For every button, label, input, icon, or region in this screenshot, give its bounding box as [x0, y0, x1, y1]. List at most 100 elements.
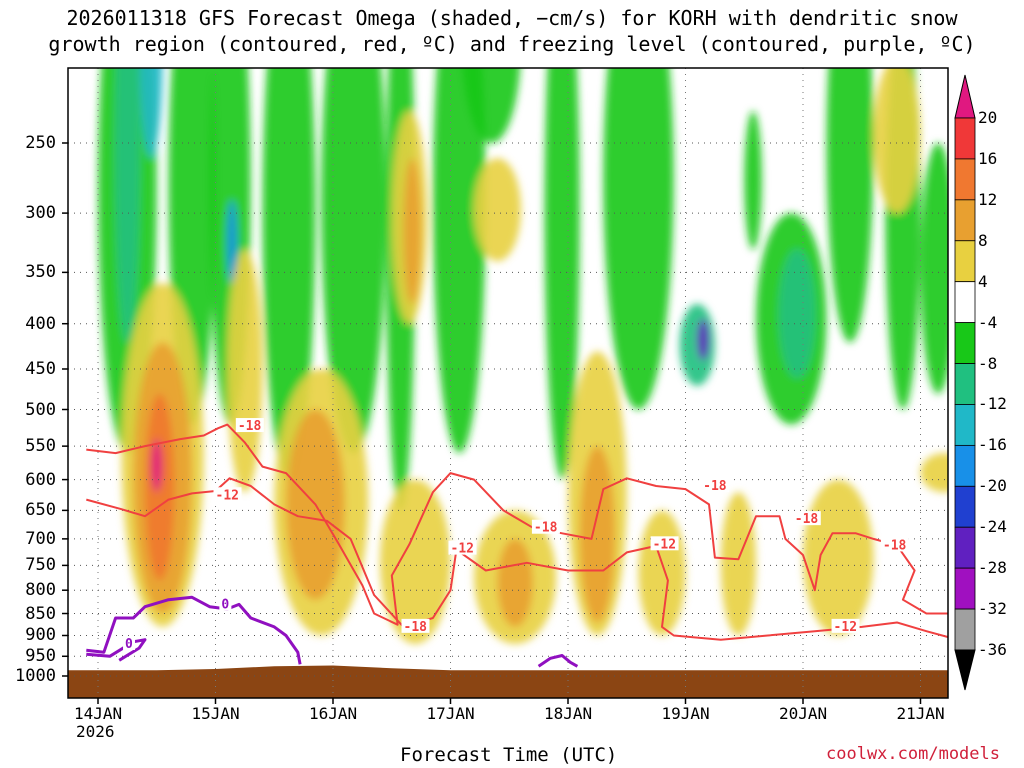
- x-tick-label: 19JAN: [661, 704, 710, 723]
- colorbar-bin: [954, 567, 976, 610]
- x-tick-label: 15JAN: [191, 704, 240, 723]
- colorbar-tick-label: 4: [978, 271, 988, 291]
- omega-blob: [920, 453, 948, 493]
- omega-blob: [463, 68, 521, 143]
- ground-fill: [68, 665, 948, 698]
- omega-blob: [679, 303, 715, 386]
- omega-blob: [697, 318, 709, 361]
- contour-label-bg: [650, 536, 679, 551]
- colorbar-tick-label: -20: [978, 476, 1007, 496]
- x-tick-label: 17JAN: [426, 704, 475, 723]
- omega-field: [98, 0, 948, 644]
- omega-blob: [803, 479, 874, 636]
- colorbar-tick-label: 20: [978, 108, 998, 127]
- omega-blob: [380, 479, 451, 644]
- contour-label-bg: [401, 618, 430, 633]
- freezing-contour-0-b: [537, 654, 579, 668]
- contour-label: -18: [883, 538, 907, 553]
- contour-label-bg: [213, 487, 242, 502]
- colorbar-tick-label: 16: [978, 148, 998, 168]
- y-tick-label: 750: [25, 555, 56, 576]
- contour-label-bg: [531, 519, 560, 534]
- contour-label: -12: [834, 620, 857, 635]
- ground-surface: [68, 665, 948, 698]
- colorbar-bin: [954, 485, 976, 528]
- y-tick-label: 400: [25, 313, 56, 334]
- y-tick-label: 1000: [15, 666, 56, 686]
- contour-label: -18: [795, 512, 819, 527]
- contour-label-bg: [448, 540, 477, 555]
- dgz-contour-minus18: [86, 423, 948, 626]
- omega-blob: [150, 439, 163, 493]
- omega-blob: [403, 158, 422, 304]
- omega-shading: [98, 0, 948, 644]
- omega-blob: [873, 68, 921, 214]
- colorbar-tick-label: 8: [978, 230, 988, 250]
- omega-blob: [779, 249, 815, 378]
- colorbar-bin: [954, 608, 976, 651]
- y-tick-label: 650: [25, 500, 56, 521]
- x-tick-label: 18JAN: [544, 704, 593, 723]
- omega-blob: [579, 446, 615, 623]
- contour-label: -18: [238, 419, 262, 434]
- x-tick-label: 16JAN: [309, 704, 358, 723]
- y-tick-label: 350: [25, 262, 56, 283]
- contour-label-bg: [701, 477, 730, 492]
- colorbar-bin: [954, 240, 976, 283]
- omega-blob: [262, 68, 316, 480]
- y-tick-label: 600: [25, 469, 56, 490]
- omega-blob: [497, 538, 533, 627]
- contour-label: -18: [404, 620, 428, 635]
- colorbar-tick-label: -24: [978, 517, 1007, 537]
- colorbar-bottom-arrow: [954, 649, 976, 691]
- colorbar-tick-label: -8: [978, 353, 998, 373]
- omega-blob: [544, 68, 580, 480]
- y-tick-label: 300: [25, 203, 56, 224]
- colorbar-tick-label: 12: [978, 189, 998, 209]
- omega-blob: [139, 68, 163, 159]
- contour-label-bg: [123, 635, 136, 650]
- colorbar-bin: [954, 117, 976, 160]
- y-tick-label: 250: [25, 133, 56, 153]
- omega-blob: [474, 158, 521, 262]
- omega-blob: [115, 68, 140, 343]
- contour-label: 0: [221, 597, 229, 612]
- colorbar-bin: [954, 322, 976, 364]
- y-tick-label: 450: [25, 358, 56, 379]
- y-tick-label: 500: [25, 399, 56, 420]
- contour-label-bg: [219, 596, 232, 611]
- freezing-contour-0-c: [86, 638, 147, 662]
- x-axis-label: Forecast Time (UTC): [400, 744, 618, 766]
- omega-blob: [720, 492, 756, 636]
- chart-title-line-1: 2026011318 GFS Forecast Omega (shaded, −…: [66, 6, 958, 30]
- colorbar-bin: [954, 526, 976, 569]
- contour-labels: -18 -12 -18 -12 -18 -12 -18 -18 -18 -12 0 0: [123, 418, 909, 652]
- dgz-contour-minus12: [86, 477, 948, 641]
- omega-blob: [227, 200, 237, 284]
- omega-blob: [321, 68, 386, 453]
- y-tick-label: 800: [25, 580, 56, 601]
- colorbar-tick-label: -4: [978, 312, 998, 332]
- credit-link[interactable]: coolwx.com/models: [826, 744, 1000, 764]
- contour-label: -12: [653, 537, 676, 552]
- y-tick-label: 850: [25, 603, 56, 624]
- omega-blob: [568, 0, 586, 57]
- contour-label: -18: [703, 479, 727, 494]
- colorbar-tick-label: -32: [978, 599, 1007, 619]
- contour-label: 0: [125, 637, 133, 652]
- plot-frame: [67, 67, 949, 699]
- contour-label: -18: [534, 521, 558, 536]
- contour-label: -12: [451, 542, 474, 557]
- colorbar-tick-label: -12: [978, 394, 1007, 414]
- colorbar-bin: [954, 199, 976, 242]
- colorbar-top-arrow: [954, 74, 976, 119]
- y-tick-label: 700: [25, 528, 56, 549]
- colorbar-bin: [954, 404, 976, 446]
- colorbar-tick-label: -28: [978, 558, 1007, 578]
- chart-title-line-2: growth region (contoured, red, ºC) and f…: [48, 32, 976, 56]
- x-tick-label: 20JAN: [779, 704, 828, 723]
- omega-blob: [744, 110, 762, 250]
- freezing-contour-0: [86, 595, 302, 665]
- contour-label-bg: [880, 537, 909, 552]
